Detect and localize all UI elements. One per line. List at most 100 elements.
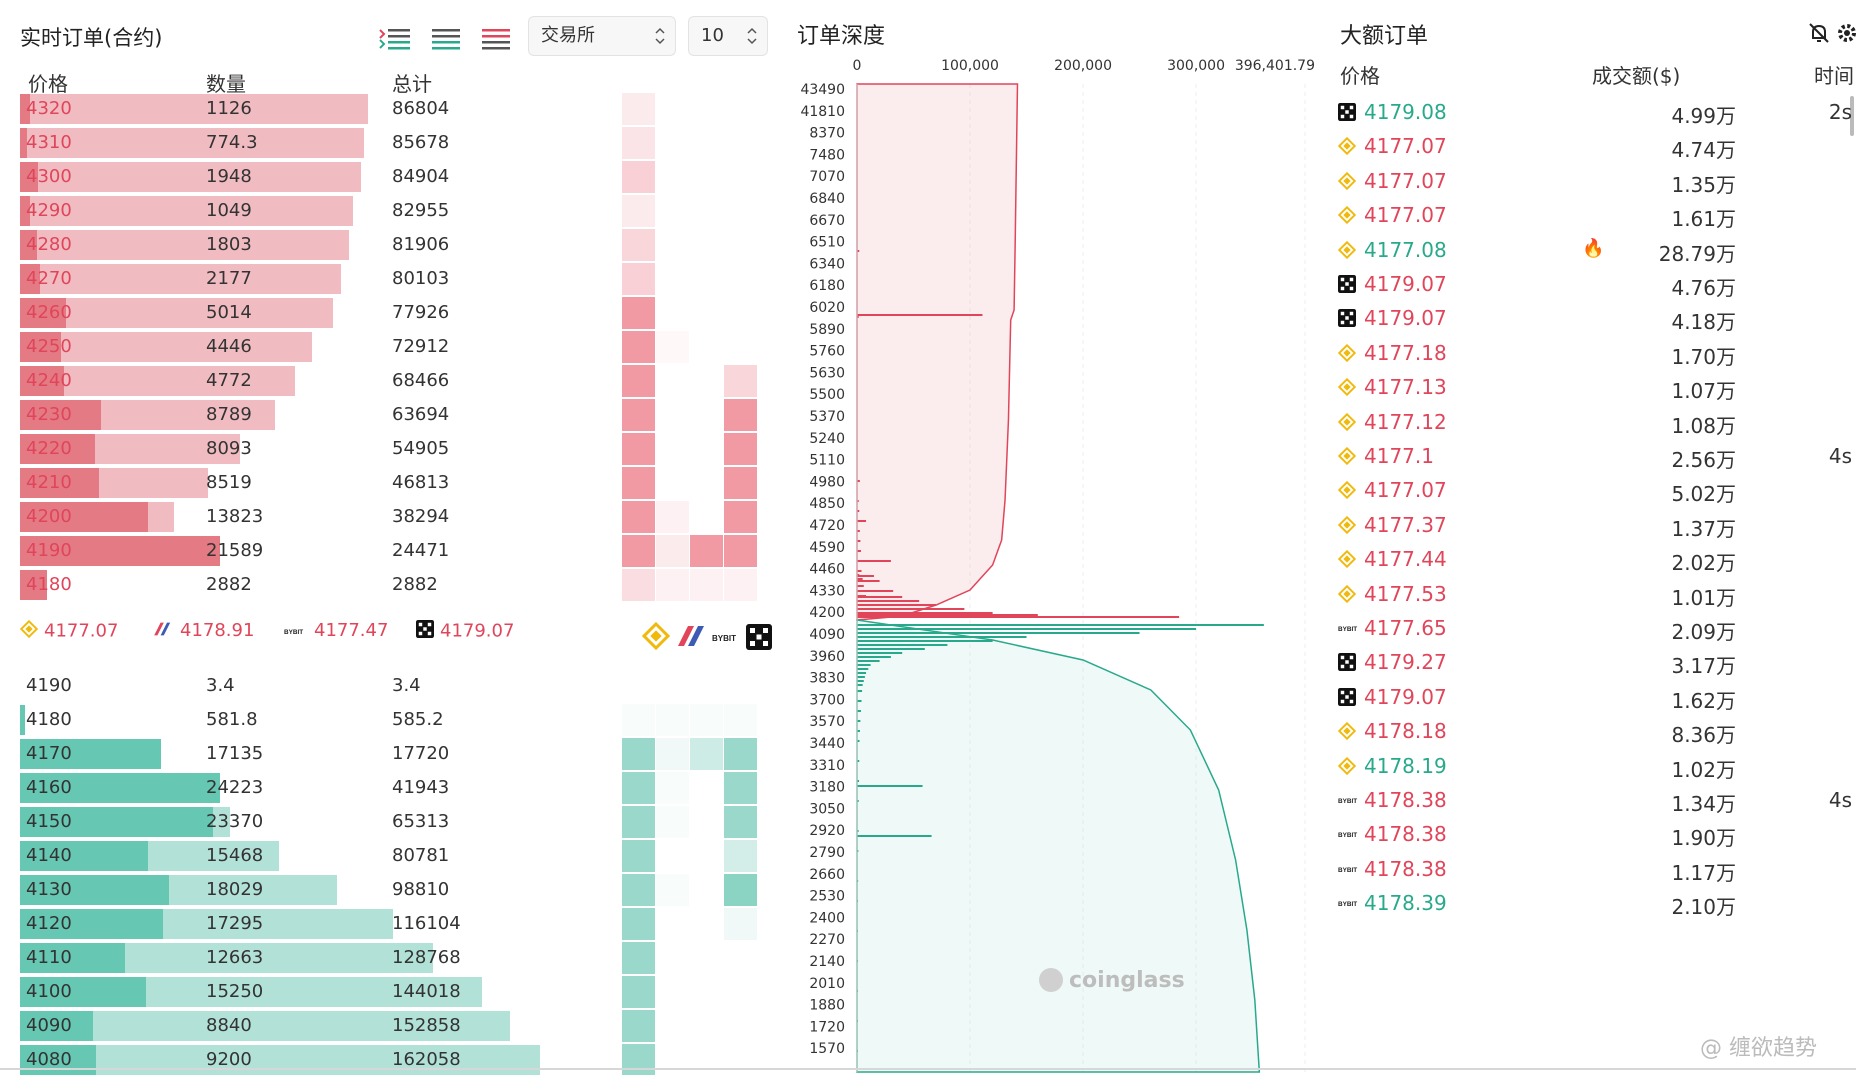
heatmap-cell (622, 263, 655, 295)
ask-row[interactable]: 4290 1049 82955 (20, 195, 540, 227)
bid-depth-bar (857, 830, 859, 832)
bid-row[interactable]: 4090 8840 152858 (20, 1010, 540, 1042)
ask-row[interactable]: 4190 21589 24471 (20, 535, 540, 567)
exchange-select[interactable]: 交易所 (528, 16, 676, 56)
heatmap-cell (656, 704, 689, 736)
svg-text:BYBIT: BYBIT (1338, 833, 1357, 840)
big-order-row[interactable]: 4179.07 4.18万 (1330, 298, 1856, 338)
heatmap-cell (622, 840, 655, 872)
big-order-amount: 1.61万 (1671, 207, 1736, 232)
big-order-row[interactable]: 4178.18 8.36万 (1330, 711, 1856, 751)
bid-row[interactable]: 4080 9200 162058 (20, 1044, 540, 1075)
big-order-row[interactable]: BYBIT 4178.38 1.17万 (1330, 849, 1856, 889)
gear-icon[interactable] (1836, 22, 1856, 44)
bid-row[interactable]: 4130 18029 98810 (20, 874, 540, 906)
bid-row[interactable]: 4150 23370 65313 (20, 806, 540, 838)
big-order-row[interactable]: 4177.07 1.35万 (1330, 161, 1856, 201)
depth-level-select[interactable]: 10 (688, 16, 768, 56)
bid-depth-bar (857, 730, 860, 732)
ask-row[interactable]: 4260 5014 77926 (20, 297, 540, 329)
quantity-bar (20, 705, 25, 735)
bid-row[interactable]: 4120 17295 116104 (20, 908, 540, 940)
ask-row[interactable]: 4200 13823 38294 (20, 501, 540, 533)
heatmap-cell (622, 161, 655, 193)
x-tick-label: 0 (853, 58, 862, 74)
ask-row[interactable]: 4240 4772 68466 (20, 365, 540, 397)
ask-row[interactable]: 4310 774.3 85678 (20, 127, 540, 159)
big-order-row[interactable]: 4177.07 1.61万 (1330, 195, 1856, 235)
bid-row[interactable]: 4140 15468 80781 (20, 840, 540, 872)
ask-row[interactable]: 4270 2177 80103 (20, 263, 540, 295)
big-order-row[interactable]: 4177.08 28.79万 🔥 (1330, 230, 1856, 270)
big-order-row[interactable]: 4177.07 5.02万 (1330, 470, 1856, 510)
bell-off-icon[interactable] (1808, 22, 1830, 44)
big-order-amount: 2.02万 (1671, 551, 1736, 576)
big-order-row[interactable]: BYBIT 4177.65 2.09万 (1330, 608, 1856, 648)
big-order-row[interactable]: 4179.27 3.17万 (1330, 642, 1856, 682)
heatmap-cell (622, 229, 655, 261)
bid-row[interactable]: 4190 3.4 3.4 (20, 670, 540, 702)
big-order-row[interactable]: 4179.07 4.76万 (1330, 264, 1856, 304)
heatmap-cell (622, 195, 655, 227)
y-tick-label: 2530 (809, 889, 845, 905)
cumulative-bar (20, 298, 333, 328)
row-total: 84904 (392, 166, 450, 187)
binance-icon (1337, 137, 1360, 159)
bid-row[interactable]: 4110 12663 128768 (20, 942, 540, 974)
ask-depth-bar (857, 500, 859, 502)
big-col-price: 价格 (1340, 64, 1380, 88)
row-qty: 8093 (206, 438, 252, 459)
big-order-row[interactable]: 4178.19 1.02万 (1330, 746, 1856, 786)
row-price: 4270 (26, 268, 72, 289)
bid-row[interactable]: 4160 24223 41943 (20, 772, 540, 804)
big-order-row[interactable]: BYBIT 4178.38 1.34万 4s (1330, 780, 1856, 820)
ask-row[interactable]: 4180 2882 2882 (20, 569, 540, 601)
ask-row[interactable]: 4230 8789 63694 (20, 399, 540, 431)
big-order-row[interactable]: 4177.12 1.08万 (1330, 402, 1856, 442)
y-tick-label: 2660 (809, 867, 845, 883)
big-order-price: 4179.07 (1364, 306, 1447, 331)
big-order-row[interactable]: 4177.1 2.56万 4s (1330, 436, 1856, 476)
big-order-row[interactable]: BYBIT 4178.39 2.10万 (1330, 883, 1856, 923)
big-order-row[interactable]: 4177.37 1.37万 (1330, 505, 1856, 545)
binance-icon (1337, 481, 1360, 503)
ask-row[interactable]: 4210 8519 46813 (20, 467, 540, 499)
bid-row[interactable]: 4100 15250 144018 (20, 976, 540, 1008)
big-order-row[interactable]: BYBIT 4178.38 1.90万 (1330, 814, 1856, 854)
big-order-row[interactable]: 4177.18 1.70万 (1330, 333, 1856, 373)
row-price: 4230 (26, 404, 72, 425)
scrollbar-thumb[interactable] (1850, 96, 1854, 136)
big-order-row[interactable]: 4179.07 1.62万 (1330, 677, 1856, 717)
cumulative-bar (20, 264, 342, 294)
bid-row[interactable]: 4180 581.8 585.2 (20, 704, 540, 736)
ask-row[interactable]: 4320 1126 86804 (20, 93, 540, 125)
bybit-icon: BYBIT (1338, 619, 1360, 641)
ask-row[interactable]: 4280 1803 81906 (20, 229, 540, 261)
big-order-time: 2s (1828, 100, 1852, 124)
heatmap-cell (724, 535, 757, 567)
bid-row[interactable]: 4170 17135 17720 (20, 738, 540, 770)
big-order-row[interactable]: 4177.13 1.07万 (1330, 367, 1856, 407)
big-order-row[interactable]: 4179.08 4.99万 2s (1330, 92, 1856, 132)
big-order-row[interactable]: 4177.44 2.02万 (1330, 539, 1856, 579)
heatmap-cell (622, 908, 655, 940)
show-bids-icon[interactable] (428, 26, 462, 50)
y-tick-label: 3960 (809, 649, 845, 665)
ask-row[interactable]: 4300 1948 84904 (20, 161, 540, 193)
ask-row[interactable]: 4250 4446 72912 (20, 331, 540, 363)
big-order-row[interactable]: 4177.53 1.01万 (1330, 574, 1856, 614)
heatmap-cell (622, 772, 655, 804)
fire-icon: 🔥 (1582, 237, 1605, 259)
big-order-row[interactable]: 4177.07 4.74万 (1330, 126, 1856, 166)
show-both-sides-icon[interactable] (378, 26, 412, 50)
bid-depth-bar (857, 785, 923, 787)
big-order-price: 4177.08 (1364, 237, 1447, 262)
ask-row[interactable]: 4220 8093 54905 (20, 433, 540, 465)
big-order-price: 4178.38 (1364, 788, 1447, 812)
heatmap-cell (690, 569, 723, 601)
row-price: 4310 (26, 132, 72, 153)
x-tick-label: 100,000 (941, 58, 999, 74)
show-asks-icon[interactable] (478, 26, 512, 50)
row-price: 4160 (26, 777, 72, 798)
row-total: 3.4 (392, 675, 421, 696)
